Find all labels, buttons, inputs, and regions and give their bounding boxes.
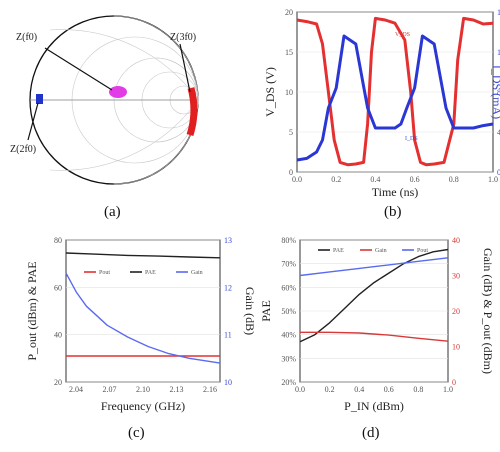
x-tick-label: 0.0 xyxy=(295,385,305,394)
y-tick-label: 60 xyxy=(54,283,62,292)
x-tick-label: 0.0 xyxy=(292,175,302,184)
y-tick-label: 70% xyxy=(281,260,296,269)
series-line-pout xyxy=(299,257,449,277)
x-tick-label: 1.0 xyxy=(443,385,453,394)
y-tick-label: 60% xyxy=(281,283,296,292)
legend-label-pout: Pout xyxy=(417,248,428,254)
y-tick-label: 20 xyxy=(54,378,62,387)
y2-tick-label: 13 xyxy=(224,236,232,245)
marker-2f0 xyxy=(36,94,43,104)
y-tick-label: 40 xyxy=(54,331,62,340)
y-axis-label-d: PAE xyxy=(259,300,273,322)
chart-d: PAE Gain (dB) & P_out (dBm) P_IN (dBm) 2… xyxy=(259,236,495,413)
arrow-3f0 xyxy=(179,43,191,93)
label-z-f0: Z(f0) xyxy=(16,32,37,43)
legend-label-vds: V_DS xyxy=(395,32,410,38)
y-tick-label: 15 xyxy=(285,48,293,57)
smith-chart: Z(f0) Z(3f0) Z(2f0) xyxy=(10,15,199,185)
plot-frame-c xyxy=(65,239,221,383)
x-tick-label: 2.04 xyxy=(69,385,83,394)
series-line-gain xyxy=(300,331,449,342)
legend-label-pae: PAE xyxy=(145,270,156,276)
marker-3f0 xyxy=(186,87,198,137)
legend-label-pae: PAE xyxy=(333,248,344,254)
y2-axis-label-d: Gain (dB) & P_out (dBm) xyxy=(481,248,495,374)
x-tick-label: 2.16 xyxy=(203,385,217,394)
y2-tick-label: 10 xyxy=(224,378,232,387)
y2-tick-label: 80 xyxy=(497,88,500,97)
y2-tick-label: 30 xyxy=(452,272,460,281)
caption-d: (d) xyxy=(362,425,380,441)
x-tick-label: 1.0 xyxy=(488,175,498,184)
legend-label-gain: Gain xyxy=(375,248,387,254)
x-tick-label: 0.6 xyxy=(384,385,394,394)
x-axis-label-d: P_IN (dBm) xyxy=(344,399,404,413)
x-tick-label: 2.07 xyxy=(103,385,117,394)
y2-tick-label: 160 xyxy=(497,8,500,17)
x-tick-label: 2.13 xyxy=(170,385,184,394)
legend-label-ids: I_DS xyxy=(405,136,418,142)
chart-c: P_out (dBm) & PAE Gain (dB) Frequency (G… xyxy=(25,236,257,413)
x-tick-label: 0.8 xyxy=(449,175,459,184)
y2-tick-label: 12 xyxy=(224,283,232,292)
y2-tick-label: 40 xyxy=(497,128,500,137)
y2-axis-label-b: I_DS (mA) xyxy=(490,65,500,119)
arrow-f0 xyxy=(44,47,113,91)
y-tick-label: 20 xyxy=(285,8,293,17)
series-line-v-ds xyxy=(296,16,494,167)
label-z-3f0: Z(3f0) xyxy=(170,32,196,43)
y-tick-label: 0 xyxy=(289,168,293,177)
y2-axis-label-c: Gain (dB) xyxy=(243,287,257,335)
series-line-i-ds xyxy=(296,34,494,162)
legend-label-pout: Pout xyxy=(99,270,110,276)
x-tick-label: 0.4 xyxy=(370,175,380,184)
arrow-2f0 xyxy=(27,102,39,141)
y-tick-label: 20% xyxy=(281,378,296,387)
y2-tick-label: 10 xyxy=(452,343,460,352)
series-line-pae xyxy=(65,252,221,259)
caption-a: (a) xyxy=(104,204,121,220)
marker-f0 xyxy=(109,86,127,98)
y2-tick-label: 0 xyxy=(452,378,456,387)
y-tick-label: 5 xyxy=(289,128,293,137)
x-tick-label: 0.6 xyxy=(410,175,420,184)
y-tick-label: 30% xyxy=(281,354,296,363)
x-tick-label: 0.4 xyxy=(354,385,364,394)
x-tick-label: 0.2 xyxy=(325,385,335,394)
legend-label-gain: Gain xyxy=(191,270,203,276)
y2-tick-label: 40 xyxy=(452,236,460,245)
series-line-pae xyxy=(299,248,449,343)
chart-b: V_DS (V) I_DS (mA) Time (ns) 0 5 10 15 20 0 40… xyxy=(263,8,500,199)
x-axis-label-b: Time (ns) xyxy=(372,185,419,199)
x-axis-label-c: Frequency (GHz) xyxy=(101,399,185,413)
y2-tick-label: 20 xyxy=(452,307,460,316)
y-tick-label: 40% xyxy=(281,331,296,340)
y2-tick-label: 120 xyxy=(497,48,500,57)
y-tick-label: 50% xyxy=(281,307,296,316)
x-tick-label: 0.8 xyxy=(413,385,423,394)
x-tick-label: 2.10 xyxy=(136,385,150,394)
x-tick-label: 0.2 xyxy=(331,175,341,184)
series-line-gain xyxy=(65,272,221,364)
label-z-2f0: Z(2f0) xyxy=(10,144,36,155)
y-tick-label: 10 xyxy=(285,88,293,97)
y2-tick-label: 0 xyxy=(497,168,500,177)
caption-c: (c) xyxy=(128,425,145,441)
y-tick-label: 80 xyxy=(54,236,62,245)
y-axis-label-c: P_out (dBm) & PAE xyxy=(25,261,39,360)
y2-tick-label: 11 xyxy=(224,331,232,340)
caption-b: (b) xyxy=(384,204,402,220)
y-tick-label: 80% xyxy=(281,236,296,245)
y-axis-label-b: V_DS (V) xyxy=(263,67,277,117)
